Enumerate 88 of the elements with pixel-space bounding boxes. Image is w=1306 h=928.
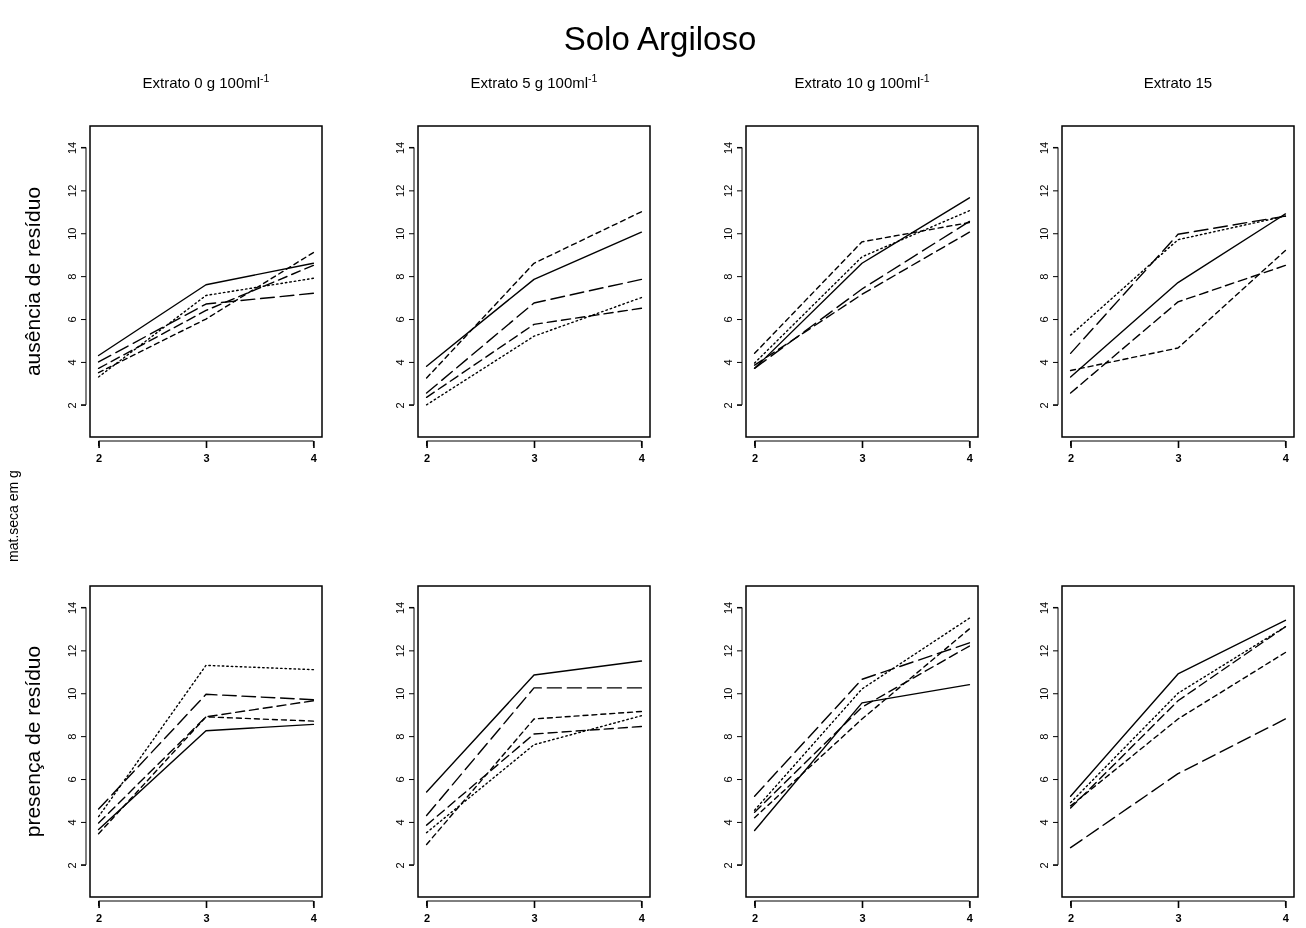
y-tick-label: 12	[394, 644, 406, 657]
y-tick-label: 12	[722, 644, 734, 657]
y-tick-label: 10	[722, 687, 734, 700]
y-tick-label: 6	[722, 776, 734, 783]
chart-title: Extrato 0 g 100ml$^{-1}$	[142, 72, 270, 91]
x-tick-label: 4	[310, 452, 318, 465]
y-tick-label: 8	[66, 273, 78, 280]
x-tick-label: 4	[1282, 912, 1290, 925]
y-tick-label: 8	[1038, 273, 1050, 280]
chart-title: Extrato 15	[1143, 74, 1213, 91]
x-tick-label: 3	[531, 912, 538, 925]
y-tick-label: 2	[394, 862, 406, 869]
y-tick-label: 14	[394, 601, 406, 615]
y-tick-label: 6	[66, 316, 78, 323]
x-tick-label: 4	[638, 452, 646, 465]
x-tick-label: 3	[1175, 912, 1182, 925]
y-tick-label: 2	[66, 862, 78, 869]
text: mat.seca em g	[5, 470, 21, 562]
x-tick-label: 3	[203, 912, 210, 925]
y-tick-label: 12	[722, 184, 734, 197]
y-tick-label: 10	[1038, 227, 1050, 240]
y-tick-label: 4	[1038, 359, 1050, 366]
chart-title: Extrato 5 g 100ml$^{-1}$	[470, 72, 598, 91]
y-tick-label: 12	[66, 644, 78, 657]
x-tick-label: 4	[1282, 452, 1290, 465]
x-tick-label: 3	[203, 452, 210, 465]
x-tick-label: 4	[966, 452, 974, 465]
y-tick-label: 8	[722, 733, 734, 740]
y-tick-label: 12	[1038, 644, 1050, 657]
y-tick-label: 4	[1038, 819, 1050, 826]
x-tick-label: 3	[531, 452, 538, 465]
y-tick-label: 8	[722, 273, 734, 280]
y-tick-label: 10	[394, 687, 406, 700]
y-tick-label: 4	[394, 819, 406, 826]
x-tick-label: 3	[859, 452, 866, 465]
y-tick-label: 8	[66, 733, 78, 740]
x-tick-label: 2	[96, 912, 103, 925]
y-tick-label: 14	[722, 141, 734, 155]
y-tick-label: 2	[722, 862, 734, 869]
x-tick-label: 4	[638, 912, 646, 925]
y-tick-label: 4	[66, 819, 78, 826]
y-tick-label: 14	[394, 141, 406, 155]
y-tick-label: 10	[394, 227, 406, 240]
x-tick-label: 2	[1068, 452, 1075, 465]
chart-title: Extrato 10 g 100ml$^{-1}$	[794, 72, 930, 91]
y-axis-title: ausência de resíduo	[21, 186, 44, 377]
y-tick-label: 2	[722, 402, 734, 409]
x-tick-label: 2	[752, 452, 759, 465]
y-tick-label: 6	[1038, 316, 1050, 323]
y-tick-label: 14	[66, 141, 78, 155]
y-tick-label: 10	[722, 227, 734, 240]
y-tick-label: 12	[1038, 184, 1050, 197]
y-axis-title: presença de resíduo	[21, 645, 44, 838]
y-tick-label: 2	[1038, 862, 1050, 869]
y-tick-label: 6	[722, 316, 734, 323]
x-tick-label: 2	[752, 912, 759, 925]
y-tick-label: 2	[394, 402, 406, 409]
y-tick-label: 14	[1038, 141, 1050, 155]
x-tick-label: 3	[859, 912, 866, 925]
y-tick-label: 8	[394, 733, 406, 740]
y-tick-label: 10	[1038, 687, 1050, 700]
x-tick-label: 3	[1175, 452, 1182, 465]
y-tick-label: 6	[66, 776, 78, 783]
y-tick-label: 12	[66, 184, 78, 197]
x-tick-label: 2	[424, 452, 431, 465]
y-tick-label: 8	[1038, 733, 1050, 740]
y-tick-label: 14	[1038, 601, 1050, 615]
x-tick-label: 4	[310, 912, 318, 925]
x-tick-label: 2	[96, 452, 103, 465]
y-tick-label: 6	[1038, 776, 1050, 783]
y-tick-label: 2	[66, 402, 78, 409]
x-tick-label: 2	[1068, 912, 1075, 925]
y-tick-label: 4	[66, 359, 78, 366]
y-tick-label: 14	[722, 601, 734, 615]
x-tick-label: 4	[966, 912, 974, 925]
y-tick-label: 14	[66, 601, 78, 615]
y-tick-label: 10	[66, 687, 78, 700]
x-tick-label: 2	[424, 912, 431, 925]
y-tick-label: 10	[66, 227, 78, 240]
y-tick-label: 6	[394, 776, 406, 783]
y-tick-label: 4	[394, 359, 406, 366]
y-tick-label: 6	[394, 316, 406, 323]
y-tick-label: 8	[394, 273, 406, 280]
y-tick-label: 2	[1038, 402, 1050, 409]
y-tick-label: 12	[394, 184, 406, 197]
text: Solo Argiloso	[563, 20, 757, 57]
y-tick-label: 4	[722, 359, 734, 366]
y-tick-label: 4	[722, 819, 734, 826]
